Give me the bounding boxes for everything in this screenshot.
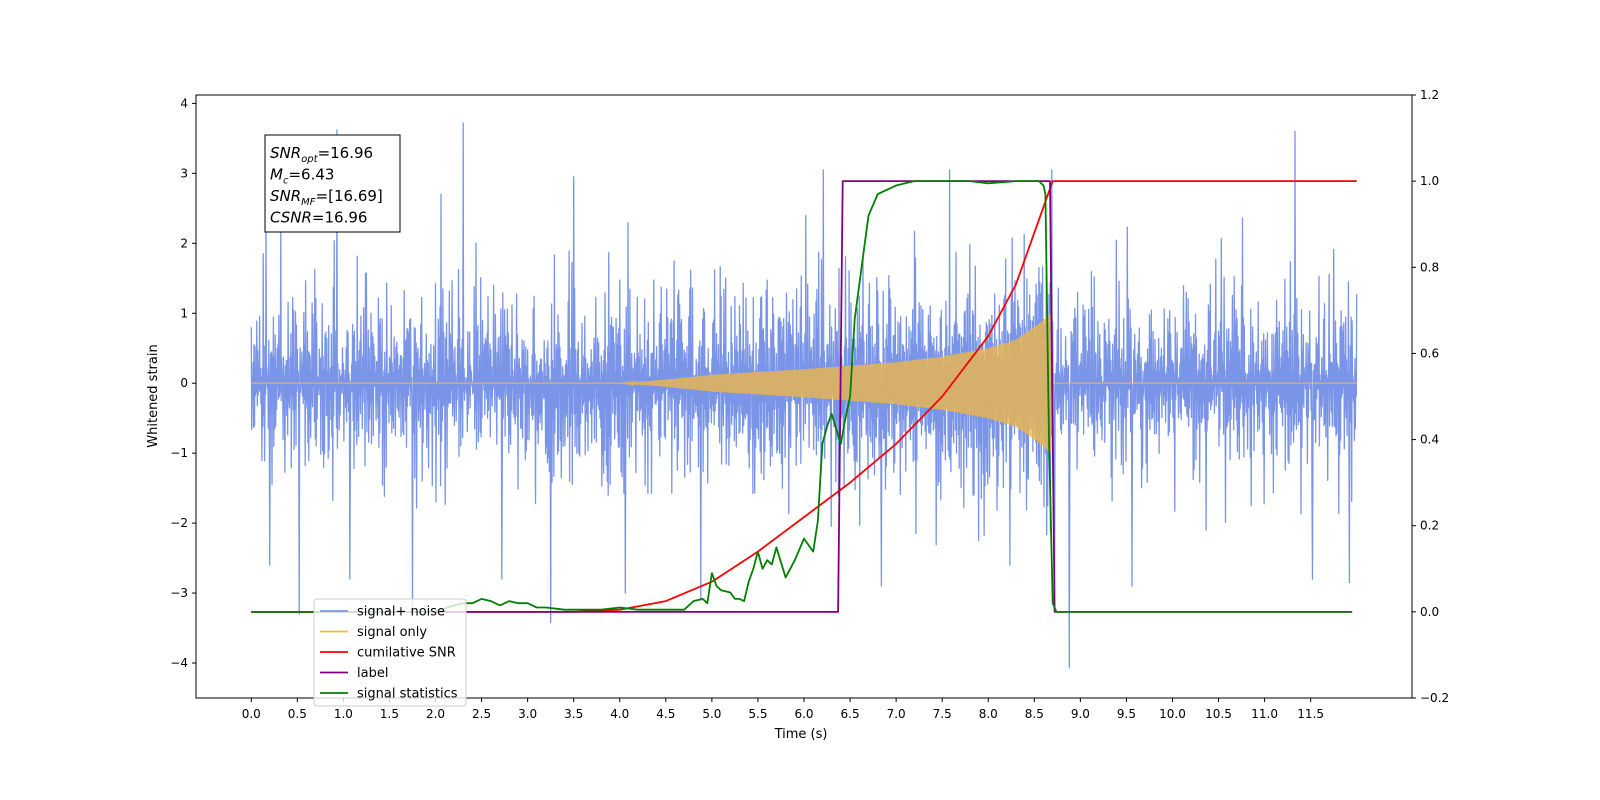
x-tick-label: 5.0 <box>702 707 721 721</box>
x-tick-label: 11.5 <box>1297 707 1324 721</box>
series-signal-only <box>251 313 1357 453</box>
x-tick-label: 2.0 <box>426 707 445 721</box>
y-left-tick-label: 2 <box>180 236 188 250</box>
annotation-line: SNRMF=[16.69] <box>270 187 383 208</box>
x-tick-label: 10.0 <box>1159 707 1186 721</box>
y-right-tick-label: −0.2 <box>1420 691 1449 705</box>
legend-label: cumilative SNR <box>357 646 456 661</box>
legend-label: signal+ noise <box>357 605 445 620</box>
y-left-tick-label: −1 <box>170 446 188 460</box>
legend-label: signal only <box>357 625 427 640</box>
x-axis-label: Time (s) <box>774 727 828 742</box>
x-tick-label: 3.5 <box>564 707 583 721</box>
y-right-tick-label: 0.6 <box>1420 346 1439 360</box>
y-left-tick-label: 0 <box>180 376 188 390</box>
x-tick-label: 9.5 <box>1117 707 1136 721</box>
annotation-line: SNRopt=16.96 <box>270 144 373 165</box>
y-left-tick-label: −4 <box>170 656 188 670</box>
x-tick-label: 6.5 <box>841 707 860 721</box>
x-tick-label: 8.0 <box>979 707 998 721</box>
series-signal-statistics <box>251 180 1353 613</box>
legend: signal+ noise signal only cumilative SNR la… <box>313 598 467 707</box>
x-tick-label: 7.5 <box>933 707 952 721</box>
legend-frame <box>313 598 467 707</box>
y-right-tick-label: 0.8 <box>1420 260 1439 274</box>
y-left-tick-label: −3 <box>170 586 188 600</box>
y-right-tick-label: 0.2 <box>1420 519 1439 533</box>
series-signal-plus-noise <box>250 122 1358 669</box>
x-tick-label: 1.5 <box>380 707 399 721</box>
y-axis-left: −4 −3 −2 −1 0 1 2 3 4 <box>170 96 196 670</box>
x-tick-label: 7.0 <box>887 707 906 721</box>
x-tick-label: 6.0 <box>794 707 813 721</box>
x-tick-label: 4.5 <box>656 707 675 721</box>
x-tick-label: 8.5 <box>1025 707 1044 721</box>
y-left-tick-label: −2 <box>170 516 188 530</box>
y-left-tick-label: 1 <box>180 306 188 320</box>
y-right-tick-label: 0.4 <box>1420 433 1439 447</box>
y-right-tick-label: 0.0 <box>1420 605 1439 619</box>
x-tick-label: 0.5 <box>288 707 307 721</box>
x-tick-label: 11.0 <box>1251 707 1278 721</box>
y-right-tick-label: 1.0 <box>1420 174 1439 188</box>
series-cumulative-snr <box>251 180 1357 613</box>
annotation-line: Mc=6.43 <box>270 166 334 187</box>
x-tick-label: 5.5 <box>748 707 767 721</box>
plot-layer <box>250 122 1358 669</box>
annotation-line: CSNR=16.96 <box>270 209 367 227</box>
y-axis-right: −0.2 0.0 0.2 0.4 0.6 0.8 1.0 1.2 <box>1412 88 1449 705</box>
y-right-tick-label: 1.2 <box>1420 88 1439 102</box>
x-tick-label: 2.5 <box>472 707 491 721</box>
legend-label: signal statistics <box>357 687 458 702</box>
x-tick-label: 3.0 <box>518 707 537 721</box>
x-tick-label: 0.0 <box>242 707 261 721</box>
x-axis: 0.0 0.5 1.0 1.5 2.0 2.5 3.0 3.5 4.0 4.5 5.0 5.5 6.0 6… <box>242 698 1324 721</box>
legend-label: label <box>357 666 388 681</box>
y-left-tick-label: 3 <box>180 166 188 180</box>
annotation-frame <box>264 134 401 233</box>
x-tick-label: 10.5 <box>1205 707 1232 721</box>
y-axis-label: Whitened strain <box>146 344 161 447</box>
y-left-tick-label: 4 <box>180 96 188 110</box>
x-tick-label: 4.0 <box>610 707 629 721</box>
x-tick-label: 9.0 <box>1071 707 1090 721</box>
x-tick-label: 1.0 <box>334 707 353 721</box>
annotation-box: SNRopt=16.96Mc=6.43SNRMF=[16.69]CSNR=16.… <box>264 134 401 233</box>
